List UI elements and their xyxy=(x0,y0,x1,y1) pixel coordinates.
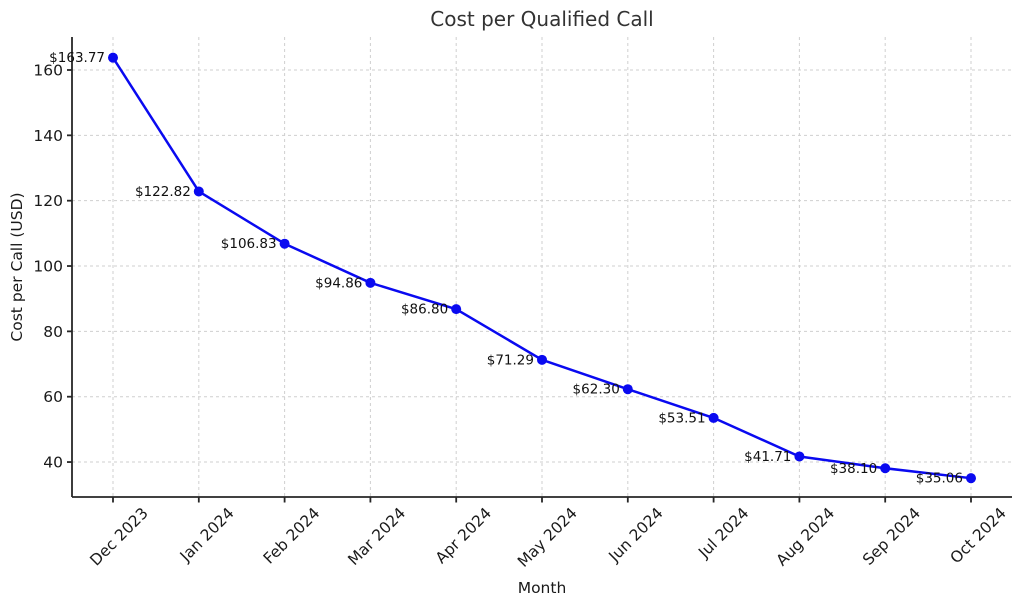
x-tick-label: Oct 2024 xyxy=(947,504,1010,567)
x-tick-label: Apr 2024 xyxy=(432,504,495,567)
data-point xyxy=(537,354,547,365)
x-tick-label: Jan 2024 xyxy=(176,504,238,566)
x-tick-label: Aug 2024 xyxy=(773,504,839,570)
chart-title: Cost per Qualified Call xyxy=(430,7,654,31)
x-tick-label: Sep 2024 xyxy=(859,504,924,569)
data-point xyxy=(193,186,204,197)
value-label: $53.51 xyxy=(658,410,705,426)
value-label: $62.30 xyxy=(573,382,620,398)
x-tick-label: Dec 2023 xyxy=(87,504,152,569)
x-tick-label: Mar 2024 xyxy=(344,504,409,569)
data-point xyxy=(108,52,118,63)
y-axis-label: Cost per Call (USD) xyxy=(8,192,26,342)
x-tick-label: Jul 2024 xyxy=(694,504,752,562)
value-label: $86.80 xyxy=(401,302,448,318)
value-label: $35.06 xyxy=(916,471,963,487)
value-label: $106.83 xyxy=(221,236,277,252)
y-tick-label: 80 xyxy=(43,323,63,341)
data-point xyxy=(622,384,633,395)
value-label: $38.10 xyxy=(830,461,877,477)
data-point xyxy=(966,473,976,484)
data-point xyxy=(880,463,891,474)
y-tick-label: 40 xyxy=(43,454,63,472)
x-axis-label: Month xyxy=(517,579,567,597)
data-point xyxy=(708,412,719,423)
data-point xyxy=(365,277,376,288)
x-tick-label: Feb 2024 xyxy=(260,504,324,568)
y-tick-label: 120 xyxy=(33,192,63,210)
value-label: $71.29 xyxy=(487,352,534,368)
y-tick-label: 140 xyxy=(33,127,63,145)
x-tick-label: May 2024 xyxy=(514,504,581,571)
y-tick-label: 160 xyxy=(33,61,63,79)
y-tick-label: 60 xyxy=(43,388,63,406)
value-label: $122.82 xyxy=(135,184,191,200)
value-label: $163.77 xyxy=(49,50,105,66)
value-label: $94.86 xyxy=(315,275,362,291)
data-point xyxy=(794,451,805,462)
data-point xyxy=(451,304,462,315)
x-tick-label: Jun 2024 xyxy=(605,504,667,566)
value-label: $41.71 xyxy=(744,449,791,465)
y-tick-label: 100 xyxy=(33,258,63,276)
data-point xyxy=(279,238,290,249)
